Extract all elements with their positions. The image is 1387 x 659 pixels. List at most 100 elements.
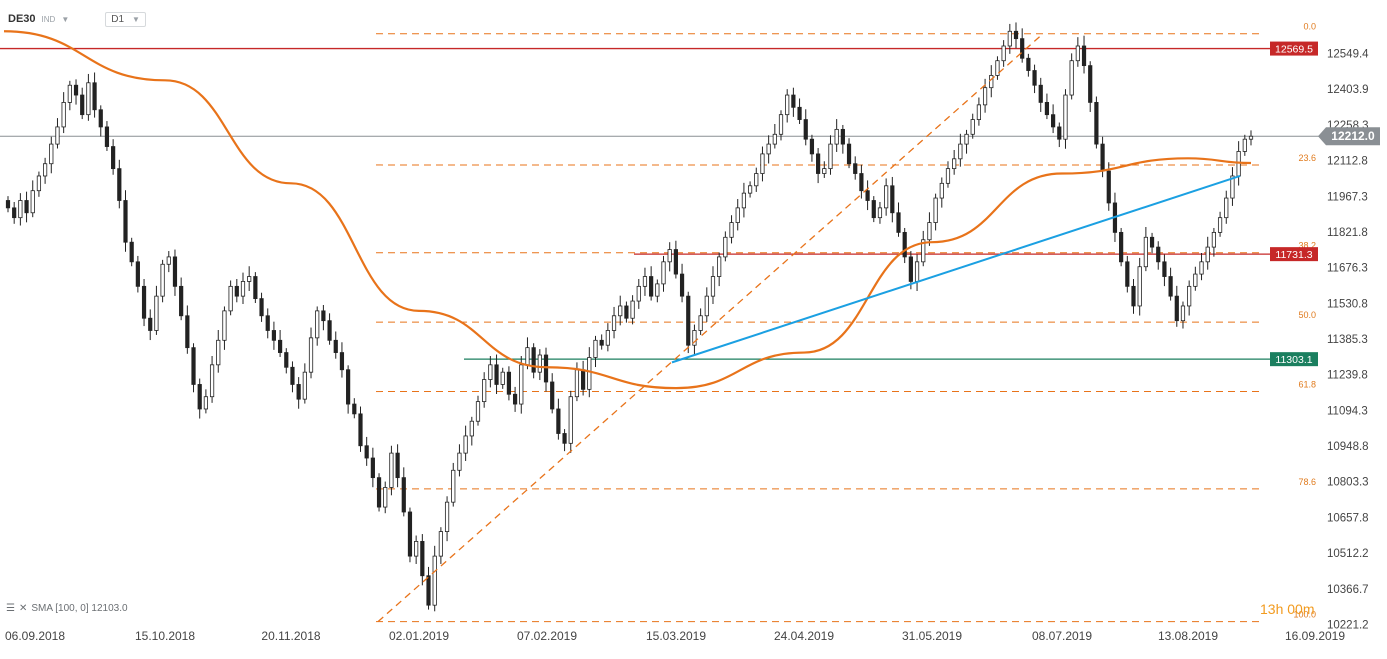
- candle-body: [1001, 45, 1006, 62]
- candle-body: [1193, 273, 1198, 287]
- price-tag-box: [1270, 352, 1318, 367]
- candle-body: [1038, 84, 1043, 103]
- candle-body: [562, 433, 567, 444]
- x-tick-label: 31.05.2019: [902, 629, 962, 643]
- candle-body: [500, 371, 505, 385]
- candle-body: [989, 75, 994, 89]
- candle-body: [710, 276, 716, 297]
- symbol-label[interactable]: DE30: [8, 13, 36, 25]
- sma-line-path: [3, 30, 1252, 390]
- candle-body: [302, 371, 307, 400]
- x-tick-label: 02.01.2019: [389, 629, 449, 643]
- price-tag-label: 11303.1: [1275, 354, 1312, 366]
- price-tag-box: [1270, 247, 1318, 262]
- candle-body: [636, 285, 641, 302]
- candle-body: [1180, 305, 1186, 322]
- candle-body: [1149, 236, 1155, 248]
- candle-body: [1242, 138, 1247, 152]
- x-tick-label: 07.02.2019: [517, 629, 577, 643]
- close-icon[interactable]: ✕: [18, 603, 28, 614]
- fib-level-label: 38.2: [1298, 241, 1316, 251]
- y-tick-label: 10512.2: [1327, 548, 1369, 560]
- candle-body: [1230, 175, 1235, 199]
- candle-body: [135, 261, 140, 287]
- candle-body: [1081, 45, 1087, 67]
- candle-body: [86, 82, 91, 116]
- candle-body: [123, 200, 128, 243]
- candle-body: [729, 222, 734, 238]
- candle-body: [1199, 261, 1204, 275]
- horizontal-levels: [0, 47, 1322, 360]
- candle-body: [865, 190, 870, 201]
- x-tick-label: 16.09.2019: [1285, 629, 1345, 643]
- candle-body: [939, 182, 944, 199]
- candle-body: [80, 94, 85, 116]
- candle-body: [581, 369, 586, 390]
- y-tick-label: 11094.3: [1327, 405, 1368, 417]
- candle-body: [457, 452, 462, 471]
- candle-body: [1069, 60, 1074, 96]
- x-tick-label: 15.10.2018: [135, 629, 195, 643]
- x-tick-label: 13.08.2019: [1158, 629, 1218, 643]
- candle-body: [352, 403, 357, 415]
- candle-body: [160, 263, 165, 297]
- candle-body: [407, 511, 413, 557]
- candle-body: [420, 541, 425, 577]
- candle-body: [141, 285, 147, 319]
- trendlines: [377, 33, 1241, 623]
- candle-body: [982, 87, 988, 106]
- candle-body: [1094, 102, 1099, 145]
- price-tag-box: [1270, 41, 1318, 56]
- chart-toolbar: DE30 IND ▼ D1 ▼: [8, 10, 146, 28]
- candle-body: [488, 364, 493, 380]
- candle-body: [265, 315, 270, 331]
- candle-body: [642, 276, 648, 287]
- candle-body: [61, 102, 66, 128]
- candle-body: [438, 531, 443, 557]
- candle-body: [30, 190, 35, 214]
- candle-body: [240, 281, 246, 297]
- candle-body: [12, 207, 17, 219]
- candle-body: [686, 295, 691, 346]
- candle-body: [927, 222, 932, 241]
- candle-body: [148, 317, 153, 331]
- candle-body: [494, 364, 499, 385]
- y-tick-label: 12549.4: [1327, 49, 1369, 61]
- candle-body: [890, 185, 895, 214]
- candle-body: [259, 298, 264, 317]
- candle-body: [1168, 276, 1173, 297]
- y-tick-label: 11821.8: [1327, 227, 1368, 239]
- candle-body: [321, 310, 326, 322]
- timeframe-select[interactable]: D1 ▼: [105, 11, 146, 27]
- fib-level-label: 0.0: [1303, 22, 1316, 32]
- dashed-trendline: [377, 33, 1044, 623]
- candle-body: [197, 384, 202, 410]
- candle-body: [531, 347, 536, 373]
- candle-body: [277, 339, 283, 353]
- candle-body: [234, 285, 239, 297]
- candle-body: [24, 200, 29, 214]
- candle-body: [704, 295, 709, 317]
- candle-body: [599, 339, 604, 346]
- candle-body: [414, 541, 419, 557]
- candle-body: [896, 212, 901, 233]
- chevron-down-icon[interactable]: ▼: [61, 14, 70, 24]
- x-tick-label: 15.03.2019: [646, 629, 706, 643]
- y-tick-label: 10221.2: [1327, 620, 1369, 632]
- candle-body: [679, 273, 685, 297]
- candle-body: [593, 339, 598, 358]
- candle-body: [451, 469, 456, 503]
- candle-body: [914, 261, 920, 282]
- candle-body: [921, 239, 926, 263]
- candle-body: [370, 457, 375, 479]
- current-price-tag: [1318, 127, 1380, 146]
- candle-body: [952, 158, 957, 170]
- candle-body: [222, 310, 227, 341]
- x-tick-label: 06.09.2018: [5, 629, 65, 643]
- fibonacci-levels: 0.0 23.6 38.2 50.0 61.8 78.6 100.0: [376, 22, 1316, 623]
- candle-body: [43, 163, 48, 177]
- candle-body: [185, 315, 190, 349]
- settings-icon[interactable]: ☰: [6, 603, 15, 614]
